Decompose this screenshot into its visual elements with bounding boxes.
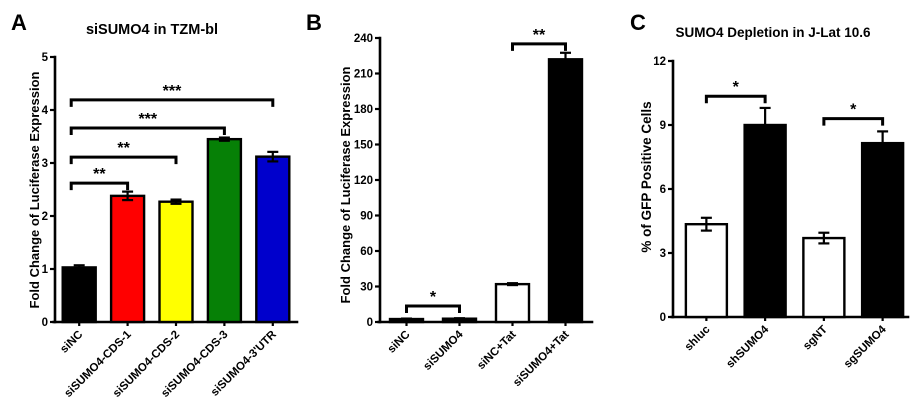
significance-label: ** — [93, 166, 106, 183]
y-axis-label: Fold Change of Luciferase Expression — [338, 66, 353, 303]
bar-sisumo4-cds-2 — [158, 200, 194, 324]
y-tick-label: 3 — [42, 158, 48, 170]
error-bar-sisumo4-cds-1 — [122, 190, 134, 202]
significance-bracket — [704, 94, 767, 104]
error-bar-sinc-tat — [507, 282, 518, 287]
significance-bracket — [69, 155, 178, 165]
error-bar-sisumo4-cds-3 — [218, 136, 230, 142]
x-category-label: shluc — [683, 323, 713, 353]
y-tick-label: 180 — [354, 104, 373, 116]
y-axis-label: Fold Change of Luciferase Expression — [27, 71, 42, 308]
x-category-label: siSUMO4+Tat — [511, 329, 572, 390]
chart-title: SUMO4 Depletion in J-Lat 10.6 — [675, 25, 871, 40]
bar-sgsumo4 — [860, 141, 905, 319]
x-category-label: sgSUMO4 — [842, 323, 889, 370]
error-bar-sisumo4 — [454, 317, 465, 321]
significance-label: * — [850, 102, 857, 119]
significance-bracket — [69, 98, 275, 107]
error-bar-sisumo4-cds-2 — [170, 198, 182, 205]
y-tick-label: 150 — [354, 140, 373, 152]
x-category-label: shSUMO4 — [724, 323, 771, 370]
panel-letter: C — [630, 10, 646, 35]
significance-bracket — [69, 181, 130, 191]
error-bar-sinc — [401, 317, 412, 321]
bar-sinc — [61, 266, 97, 324]
error-bar-sisumo4-3-utr — [267, 150, 279, 163]
panel-b-chart: B Fold Change of Luciferase Expression 0 30… — [306, 10, 594, 390]
panel-letter: B — [306, 10, 322, 35]
y-tick-label: 30 — [360, 282, 373, 294]
chart-title: siSUMO4 in TZM-bl — [86, 22, 218, 38]
error-bar-shsumo4 — [759, 106, 771, 144]
panel-c-chart: C SUMO4 Depletion in J-Lat 10.6 % of GFP P… — [630, 10, 910, 371]
x-category-label: siNC+Tat — [475, 329, 518, 372]
significance-label: *** — [163, 83, 182, 100]
significance-label: *** — [138, 111, 157, 128]
significance-label: * — [733, 79, 740, 96]
y-tick-label: 90 — [360, 211, 373, 223]
panel-letter: A — [11, 10, 27, 35]
y-tick-label: 4 — [42, 105, 49, 117]
y-tick-label: 210 — [354, 69, 373, 81]
y-tick-label: 0 — [660, 312, 666, 324]
bar-sisumo4-cds-3 — [206, 137, 243, 324]
error-bar-shluc — [700, 216, 712, 232]
y-tick-label: 2 — [42, 211, 48, 223]
y-tick-label: 5 — [42, 52, 49, 64]
y-tick-label: 1 — [42, 264, 49, 276]
significance-label: * — [430, 289, 437, 306]
bar-shluc — [684, 222, 729, 319]
error-bar-sinc — [73, 264, 85, 271]
y-tick-label: 9 — [660, 120, 666, 132]
x-category-label: siNC — [58, 329, 85, 356]
x-category-label: siNC — [386, 329, 413, 356]
x-category-label: siSUMO4 — [421, 328, 466, 373]
y-tick-label: 120 — [354, 175, 373, 187]
y-tick-label: 0 — [367, 317, 373, 329]
significance-bracket — [405, 304, 461, 314]
y-tick-label: 60 — [360, 246, 373, 258]
significance-label: ** — [117, 140, 130, 157]
y-tick-label: 3 — [660, 248, 666, 260]
y-tick-label: 0 — [42, 317, 48, 329]
bar-shsumo4 — [743, 123, 787, 319]
bar-sinc-tat — [494, 282, 531, 324]
significance-bracket — [511, 42, 567, 51]
bar-sisumo4-3-utr — [255, 155, 291, 324]
error-bar-sgnt — [818, 231, 830, 245]
error-bar-sisumo4-tat — [560, 51, 571, 67]
bar-sgnt — [802, 236, 846, 319]
y-axis-label: % of GFP Positive Cells — [639, 101, 654, 252]
y-tick-label: 12 — [653, 56, 666, 68]
bar-sisumo4-tat — [547, 58, 584, 324]
y-tick-label: 6 — [660, 184, 666, 196]
significance-bracket — [69, 126, 226, 136]
significance-label: ** — [533, 27, 546, 44]
x-category-label: sgNT — [801, 324, 830, 353]
significance-bracket — [822, 117, 885, 126]
bar-sisumo4-cds-1 — [109, 194, 146, 324]
error-bar-sgsumo4 — [877, 130, 889, 156]
y-tick-label: 240 — [354, 33, 373, 45]
